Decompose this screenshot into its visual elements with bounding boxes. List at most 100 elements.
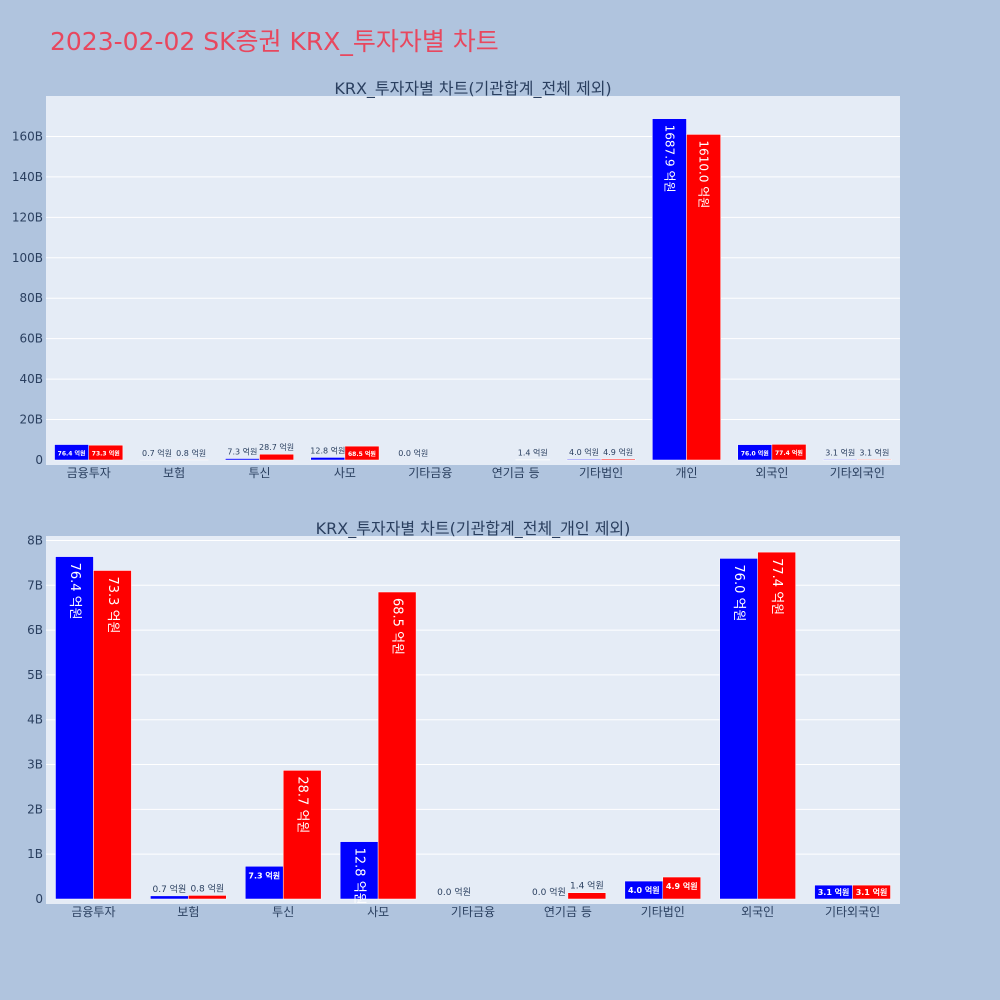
- chart-1-data-label: 12.8 억원: [310, 445, 345, 455]
- chart-2-bar-buy: [150, 895, 189, 900]
- chart-1-data-label: 0.0 억원: [398, 448, 428, 458]
- chart-2-category-label: 연기금 등: [544, 905, 592, 919]
- chart-2-data-label: 68.5 억원: [390, 598, 405, 655]
- chart-1-data-label: 1610.0 억원: [697, 140, 711, 208]
- chart-2-bar-buy: [339, 841, 379, 900]
- chart-2-data-label: 1.4 억원: [570, 880, 604, 892]
- chart-2-data-label: 3.1 억원: [856, 887, 888, 897]
- chart-2-y-tick-label: 8B: [27, 533, 43, 547]
- chart-2-category-label: 외국인: [741, 905, 774, 919]
- chart-2-y-tick-label: 3B: [27, 758, 43, 772]
- chart-2-y-tick-label: 5B: [27, 668, 43, 682]
- chart-1-title: KRX_투자자별 차트(기관합계_전체 제외): [334, 79, 611, 99]
- chart-2-y-tick-label: 6B: [27, 623, 43, 637]
- chart-2-data-label: 0.7 억원: [152, 883, 186, 895]
- chart-2-data-label: 3.1 억원: [818, 887, 850, 897]
- chart-1-category-label: 연기금 등: [492, 466, 540, 480]
- chart-2-title: KRX_투자자별 차트(기관합계_전체_개인 제외): [316, 519, 631, 539]
- chart-2-bar-sell: [662, 876, 701, 900]
- chart-2-bar-buy: [245, 866, 284, 900]
- chart-1-bar-sell: [686, 134, 721, 461]
- chart-1-data-label: 3.1 억원: [859, 447, 889, 457]
- chart-1-data-label: 28.7 억원: [259, 442, 294, 452]
- chart-1-bar-sell: [600, 458, 636, 461]
- chart-1-data-label: 1.4 억원: [518, 448, 548, 458]
- chart-1-category-label: 기타금융: [408, 466, 452, 480]
- chart-2-category-label: 기타외국인: [825, 905, 880, 919]
- chart-2-data-label: 76.4 억원: [67, 563, 82, 620]
- chart-2-data-label: 12.8 억원: [352, 848, 367, 905]
- chart-2-bar-buy: [55, 556, 94, 900]
- chart-1-category-label: 금융투자: [67, 466, 111, 480]
- chart-1-category-label: 기타외국인: [830, 466, 885, 480]
- chart-2-bar-buy: [719, 558, 758, 900]
- chart-1-bar-sell: [857, 459, 892, 461]
- chart-2-category-label: 기타법인: [641, 905, 685, 919]
- chart-1-bar-buy: [652, 118, 687, 461]
- chart-2-bar-sell: [377, 591, 417, 900]
- chart-1-bar-buy: [225, 458, 260, 461]
- chart-1-data-label: 7.3 억원: [227, 447, 257, 457]
- chart-1-data-label: 4.9 억원: [603, 447, 633, 457]
- chart-1-plot-area: [46, 96, 900, 465]
- chart-2-data-label: 28.7 억원: [295, 776, 310, 833]
- chart-2-category-label: 보험: [177, 905, 199, 919]
- chart-2-data-label: 4.9 억원: [666, 881, 698, 891]
- chart-1-y-tick-label: 140B: [12, 170, 43, 184]
- chart-1-bar-sell: [259, 453, 294, 461]
- chart-1-bar-buy: [310, 457, 346, 461]
- chart-2-y-tick-label: 4B: [27, 713, 43, 727]
- chart-1-y-tick-label: 100B: [12, 251, 43, 265]
- chart-2-bar-sell: [282, 770, 322, 900]
- chart-1-data-label: 3.1 억원: [825, 447, 855, 457]
- chart-2-bar-sell: [93, 570, 132, 900]
- chart-1-data-label: 73.3 억원: [92, 450, 120, 458]
- chart-1-data-label: 76.0 억원: [741, 449, 769, 457]
- chart-2-data-label: 73.3 억원: [105, 577, 120, 634]
- chart-2-category-label: 투신: [272, 905, 294, 919]
- chart-2-bar-sell: [852, 884, 891, 900]
- chart-1-data-label: 1687.9 억원: [662, 125, 676, 193]
- chart-2-y-tick-label: 2B: [27, 802, 43, 816]
- chart-1-y-tick-label: 160B: [12, 129, 43, 143]
- chart-2-data-label: 7.3 억원: [248, 870, 280, 880]
- chart-1-y-tick-label: 0: [35, 453, 43, 467]
- chart-1-category-label: 사모: [334, 466, 356, 480]
- chart-2-data-label: 0.8 억원: [190, 882, 224, 894]
- chart-2-data-label: 0.0 억원: [437, 886, 471, 898]
- chart-2-category-label: 기타금융: [451, 905, 495, 919]
- chart-1-y-tick-label: 40B: [19, 372, 43, 386]
- chart-1-data-label: 4.0 억원: [569, 447, 599, 457]
- chart-2-y-tick-label: 0: [35, 892, 43, 906]
- chart-2-data-label: 76.0 억원: [731, 564, 746, 621]
- chart-1-y-tick-label: 60B: [19, 332, 43, 346]
- chart-1-y-tick-label: 20B: [19, 413, 43, 427]
- chart-1-category-label: 개인: [675, 466, 697, 480]
- chart-2-data-label: 4.0 억원: [628, 885, 660, 895]
- chart-2-y-tick-label: 1B: [27, 847, 43, 861]
- chart-2-category-label: 금융투자: [71, 905, 115, 919]
- chart-1-data-label: 0.7 억원: [142, 448, 172, 458]
- chart-1-y-tick-label: 120B: [12, 210, 43, 224]
- chart-1-bar-buy: [566, 458, 602, 461]
- chart-1-y-tick-label: 80B: [19, 291, 43, 305]
- chart-1-category-label: 투신: [248, 466, 270, 480]
- chart-1-data-label: 68.5 억원: [348, 450, 376, 458]
- chart-2-data-label: 77.4 억원: [769, 558, 784, 615]
- chart-1-category-label: 외국인: [755, 466, 788, 480]
- chart-1-bar-sell: [771, 444, 807, 461]
- chart-1-data-label: 76.4 억원: [58, 449, 86, 457]
- chart-1-bar-sell: [88, 444, 124, 461]
- chart-2-data-label: 0.0 억원: [532, 886, 566, 898]
- chart-1-bar-buy: [822, 459, 858, 461]
- chart-2-bar-sell: [567, 892, 607, 900]
- chart-2-bar-sell: [188, 895, 227, 900]
- chart-1-data-label: 0.8 억원: [176, 448, 206, 458]
- chart-2-category-label: 사모: [367, 905, 389, 919]
- chart-2-y-tick-label: 7B: [27, 578, 43, 592]
- chart-1-category-label: 기타법인: [579, 466, 623, 480]
- page-title: 2023-02-02 SK증권 KRX_투자자별 차트: [50, 27, 499, 56]
- chart-1-data-label: 77.4 억원: [775, 449, 803, 457]
